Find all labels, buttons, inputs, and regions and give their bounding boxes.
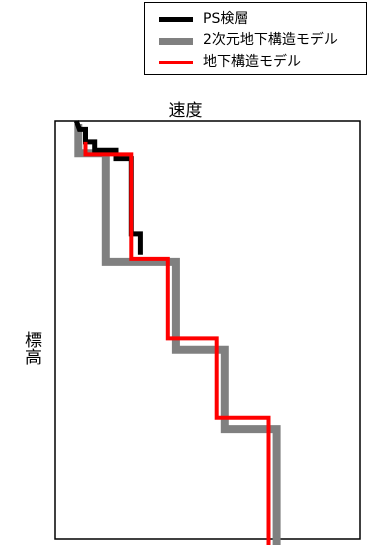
series-line-1 [74, 124, 281, 545]
legend-item-model: 地下構造モデル [145, 52, 366, 74]
legend-label: PS検層 [203, 11, 249, 27]
legend-label: 地下構造モデル [203, 54, 301, 70]
series-layer [73, 120, 281, 545]
y-axis-title: 標高 [21, 331, 41, 365]
legend-item-2d-model: 2次元地下構造モデル [145, 30, 366, 52]
legend-swatch-gray [159, 38, 193, 45]
legend-item-ps-logging: PS検層 [145, 9, 366, 31]
legend-label: 2次元地下構造モデル [203, 32, 338, 48]
legend-swatch-red [159, 61, 193, 64]
legend-swatch-black [159, 17, 193, 22]
plot-frame [54, 120, 361, 540]
series-line-2 [83, 141, 271, 545]
x-axis-title: 速度 [168, 101, 203, 121]
legend: PS検層 2次元地下構造モデル 地下構造モデル [144, 2, 367, 75]
